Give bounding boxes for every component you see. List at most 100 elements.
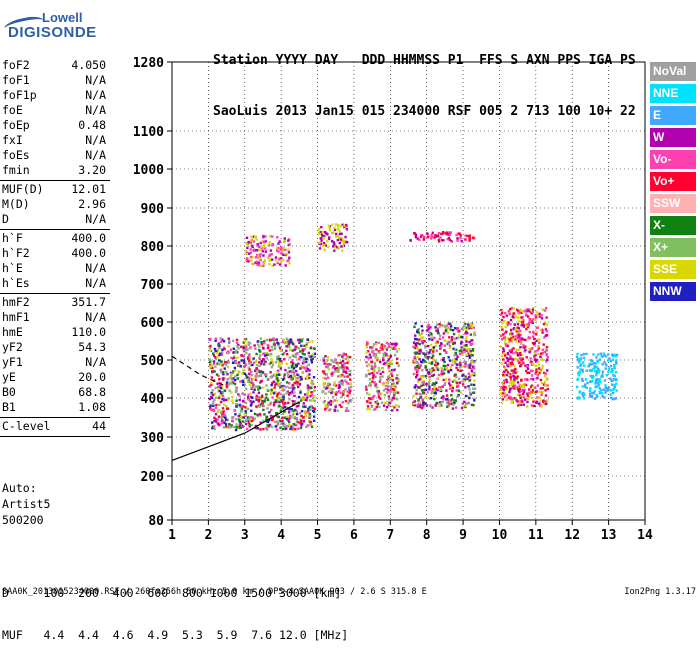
echo-dot (236, 351, 239, 354)
echo-dot (412, 361, 415, 364)
echo-dot (393, 368, 396, 371)
echo-dot (367, 356, 370, 360)
echo-dot (426, 232, 429, 236)
echo-dot (255, 398, 258, 401)
echo-dot (217, 374, 220, 377)
echo-dot (541, 331, 544, 334)
x-tick-label: 11 (528, 528, 544, 543)
echo-dot (382, 354, 386, 357)
echo-dot (514, 328, 517, 331)
x-tick-label: 9 (459, 528, 467, 543)
echo-dot (337, 368, 340, 371)
echo-dot (260, 362, 263, 366)
echo-dot (450, 394, 453, 397)
echo-dot (436, 327, 440, 330)
echo-dot (277, 365, 280, 368)
echo-dot (248, 425, 251, 428)
echo-dot (378, 351, 381, 354)
param-name: foE (2, 103, 23, 117)
param-name: MUF(D) (2, 182, 44, 196)
echo-dot (338, 236, 341, 239)
echo-dot (288, 424, 291, 427)
echo-dot (461, 374, 464, 377)
echo-dot (286, 339, 290, 342)
echo-dot (390, 346, 393, 350)
echo-dot (268, 423, 272, 427)
echo-dot (468, 327, 471, 330)
echo-dot (218, 415, 221, 418)
echo-dot (307, 351, 310, 355)
echo-dot (306, 391, 309, 395)
echo-dot (607, 353, 610, 356)
echo-dot (445, 350, 448, 354)
echo-dot (275, 400, 278, 404)
echo-dot (440, 404, 443, 407)
echo-dot (324, 405, 328, 408)
echo-dot (530, 404, 534, 407)
echo-dot (505, 368, 508, 372)
echo-dot (214, 386, 217, 390)
echo-dot (238, 426, 242, 429)
x-tick-label: 1 (168, 528, 176, 543)
echo-dot (278, 382, 282, 386)
echo-dot (327, 368, 330, 371)
echo-dot (210, 381, 213, 385)
echo-dot (285, 391, 288, 395)
echo-dot (516, 385, 519, 389)
echo-dot (450, 398, 454, 401)
echo-dot (328, 236, 331, 239)
echo-dot (269, 339, 272, 342)
echo-dot (273, 263, 276, 266)
echo-dot (449, 231, 452, 234)
echo-dot (255, 364, 259, 367)
echo-dot (274, 425, 277, 428)
echo-dot (283, 351, 286, 355)
echo-dot (213, 370, 216, 373)
echo-dot (294, 408, 297, 412)
echo-dot (327, 390, 331, 393)
echo-dot (276, 415, 279, 418)
echo-dot (263, 352, 266, 355)
param-name: B1 (2, 400, 16, 414)
echo-dot (432, 382, 435, 385)
echo-dot (216, 356, 219, 359)
echo-dot (592, 361, 596, 365)
echo-dot (240, 359, 244, 362)
echo-dot (447, 322, 450, 325)
echo-dot (459, 236, 462, 240)
echo-dot (537, 341, 541, 344)
x-tick-label: 7 (386, 528, 394, 543)
echo-dot (423, 388, 426, 392)
echo-dot (580, 353, 583, 357)
echo-dot (455, 336, 458, 340)
echo-dot (256, 415, 260, 418)
echo-dot (292, 423, 295, 426)
echo-dot (274, 256, 278, 259)
echo-dot (366, 405, 370, 408)
echo-dot (512, 312, 515, 315)
echo-dot (598, 358, 601, 361)
echo-dot (601, 355, 604, 358)
legend-item: NNW (650, 282, 696, 301)
echo-dot (241, 379, 245, 383)
echo-dot (268, 411, 271, 414)
echo-dot (534, 316, 538, 319)
param-value: N/A (85, 212, 106, 226)
echo-dot (230, 356, 233, 360)
echo-dot (508, 338, 511, 341)
echo-dot (440, 239, 444, 242)
echo-dot (425, 368, 428, 372)
echo-dot (244, 414, 247, 418)
echo-dot (297, 347, 301, 350)
echo-dot (525, 313, 528, 316)
echo-dot (415, 338, 418, 341)
echo-dot (449, 325, 453, 328)
echo-dot (452, 342, 455, 345)
echo-dot (542, 383, 546, 386)
echo-dot (537, 363, 541, 367)
echo-dot (278, 364, 281, 367)
echo-dot (313, 389, 316, 392)
echo-dot (467, 352, 470, 355)
echo-dot (235, 405, 238, 408)
echo-dot (340, 395, 343, 398)
